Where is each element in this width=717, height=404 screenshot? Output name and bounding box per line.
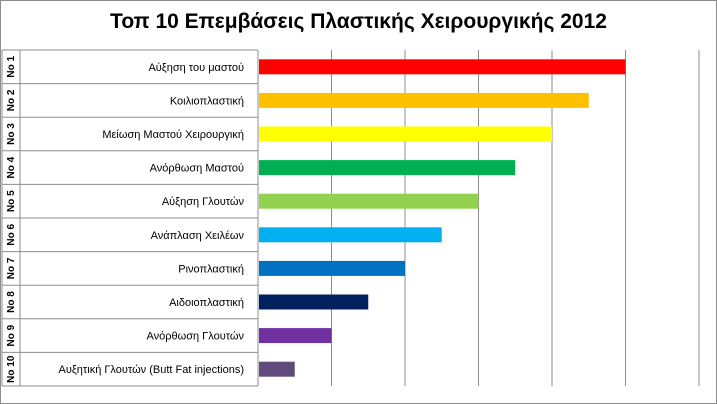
category-label: Ρινοπλαστική: [178, 263, 244, 275]
chart-title: Τοπ 10 Επεμβάσεις Πλαστικής Χειρουργικής…: [110, 10, 607, 33]
rank-label: No 4: [6, 156, 17, 178]
bar: [259, 227, 442, 243]
bar: [259, 361, 295, 377]
rank-label: No 2: [6, 89, 17, 111]
rank-label: No 10: [6, 355, 17, 383]
category-label: Αυξητική Γλουτών (Butt Fat injections): [59, 364, 244, 376]
category-label: Ανόρθωση Μαστού: [150, 163, 244, 175]
bar: [259, 328, 332, 344]
category-label: Ανόρθωση Γλουτών: [147, 331, 245, 343]
rank-label: No 3: [6, 123, 17, 145]
category-label: Αιδοιοπλαστική: [169, 297, 244, 309]
category-label: Ανάπλαση Χειλέων: [151, 230, 245, 242]
bar: [259, 260, 405, 276]
category-label: Αύξηση του μαστού: [148, 62, 244, 74]
category-label: Αύξηση Γλουτών: [162, 196, 245, 208]
category-label: Μείωση Μαστού Χειρουργική: [102, 129, 244, 141]
rank-label: No 8: [6, 291, 17, 313]
rank-label: No 5: [6, 190, 17, 212]
bar: [259, 126, 552, 142]
bar: [259, 160, 516, 176]
bar: [259, 294, 369, 310]
category-label: Κοιλιοπλαστική: [170, 95, 244, 107]
bar: [259, 59, 626, 75]
rank-label: No 7: [6, 257, 17, 279]
rank-label: No 9: [6, 324, 17, 346]
bar: [259, 92, 589, 108]
bar: [259, 193, 479, 209]
rank-label: No 6: [6, 224, 17, 246]
rank-label: No 1: [6, 56, 17, 78]
